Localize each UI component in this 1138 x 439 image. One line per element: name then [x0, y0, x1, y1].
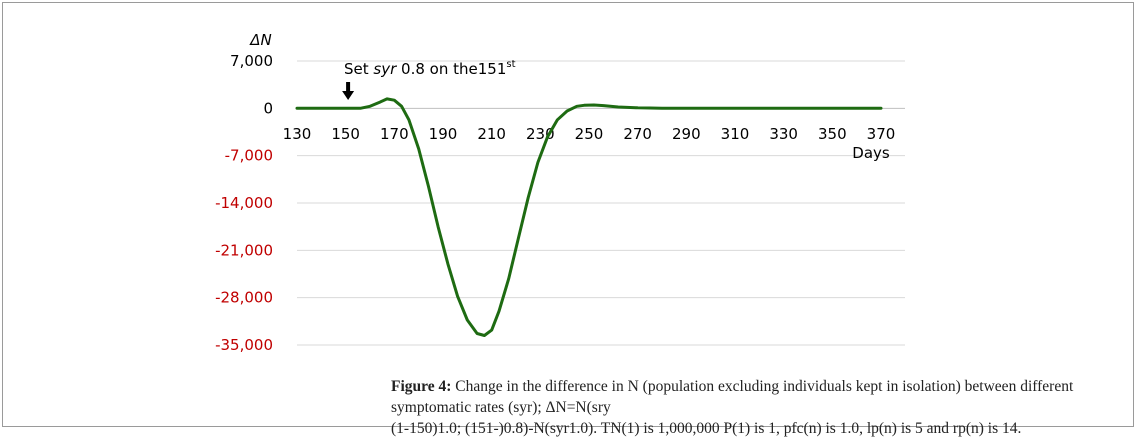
caption-line-2: (1-150)1.0; (151-)0.8)-N(syr1.0). TN(1) … [391, 420, 1022, 437]
x-tick-label: 370 [867, 125, 896, 143]
y-tick-label: 0 [263, 99, 273, 117]
y-tick-label: -21,000 [215, 241, 273, 259]
series-layer [295, 97, 883, 337]
y-tick-label: -7,000 [225, 147, 273, 165]
x-tick-label: 190 [429, 125, 458, 143]
series-line [295, 97, 883, 337]
y-tick-label: 7,000 [230, 52, 273, 70]
y-axis-title: ΔN [249, 31, 271, 49]
y-tick-label: -35,000 [215, 336, 273, 354]
x-tick-label: 130 [283, 125, 312, 143]
annotation-layer: Set syr 0.8 on the151st [342, 59, 516, 100]
caption-line-1: Change in the difference in N (populatio… [391, 378, 1074, 416]
x-tick-label: 210 [477, 125, 506, 143]
x-tick-label: 150 [331, 125, 360, 143]
x-tick-label: 310 [721, 125, 750, 143]
x-tick-label: 350 [818, 125, 847, 143]
y-tick-label: -14,000 [215, 194, 273, 212]
annotation-arrow-icon [342, 82, 355, 100]
annotation-text: Set syr 0.8 on the151st [344, 59, 516, 78]
grid-layer [297, 60, 905, 346]
x-tick-label: 170 [380, 125, 409, 143]
axis-layer: 7,000 0 -7,000 -14,000 -21,000 -28,000 -35,000… [215, 31, 905, 354]
line-chart: 7,000 0 -7,000 -14,000 -21,000 -28,000 -35,000… [215, 31, 905, 354]
caption-label: Figure 4: [391, 378, 452, 395]
x-tick-label: 270 [623, 125, 652, 143]
x-tick-label: 250 [575, 125, 604, 143]
x-axis-title: Days [852, 144, 890, 162]
x-tick-label: 290 [672, 125, 701, 143]
y-tick-label: -28,000 [215, 289, 273, 307]
x-tick-label: 330 [769, 125, 798, 143]
figure-caption: Figure 4: Change in the difference in N … [391, 376, 1131, 439]
